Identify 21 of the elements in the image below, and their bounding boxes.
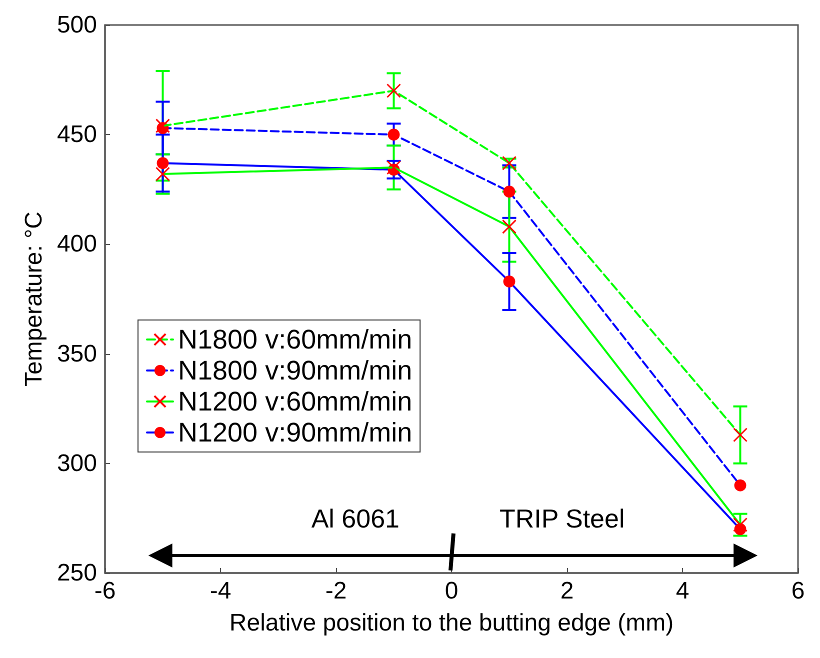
x-tick-label: 0 (444, 578, 458, 604)
annotation: TRIP Steel (500, 503, 625, 534)
legend-label: N1200 v:90mm/min (178, 418, 412, 448)
legend-label: N1800 v:90mm/min (178, 356, 412, 386)
y-axis-title: Temperature: °C (20, 212, 48, 386)
x-axis-title: Relative position to the butting edge (mm) (229, 610, 674, 636)
y-tick-label: 300 (56, 450, 97, 477)
y-tick-label: 250 (56, 560, 97, 586)
legend-label: N1800 v:60mm/min (178, 324, 412, 354)
x-tick-label: 2 (560, 578, 574, 604)
legend-label: N1200 v:60mm/min (178, 386, 412, 416)
x-tick-label: 4 (676, 578, 690, 604)
x-tick-label: -4 (210, 578, 232, 604)
y-tick-label: 500 (56, 12, 97, 38)
y-tick-label: 450 (56, 121, 97, 148)
y-tick-label: 350 (56, 340, 97, 368)
x-tick-label: -6 (94, 578, 116, 604)
x-tick-label: -2 (325, 578, 347, 604)
annotation: Al 6061 (311, 503, 400, 534)
y-tick-label: 400 (56, 230, 97, 258)
x-tick-label: 6 (791, 578, 805, 604)
